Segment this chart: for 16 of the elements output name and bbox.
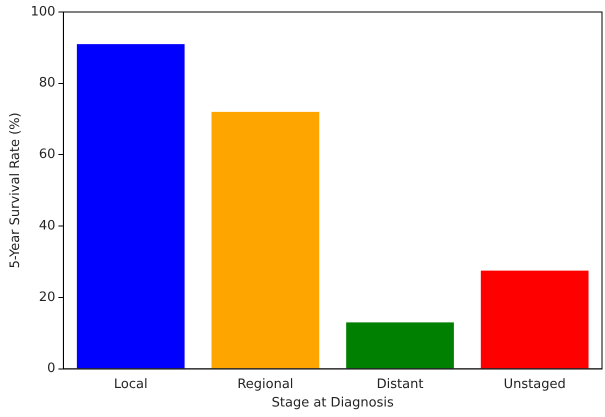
y-tick-label: 80 (38, 76, 56, 91)
x-axis-title: Stage at Diagnosis (272, 396, 394, 411)
x-tick-label: Regional (237, 376, 294, 392)
y-tick-label: 100 (30, 4, 56, 20)
y-tick-label: 0 (47, 361, 56, 376)
y-tick-label: 40 (38, 218, 56, 234)
x-tick-label: Distant (376, 376, 424, 392)
bar (480, 270, 589, 368)
x-tick-label: Unstaged (504, 376, 566, 392)
bar (212, 112, 320, 368)
bar (346, 322, 454, 368)
y-tick-label: 20 (38, 290, 56, 305)
x-tick-label: Local (114, 376, 148, 392)
y-tick-label: 60 (38, 147, 56, 162)
y-axis-title: 5-Year Survival Rate (%) (8, 112, 24, 268)
bar (76, 44, 185, 368)
